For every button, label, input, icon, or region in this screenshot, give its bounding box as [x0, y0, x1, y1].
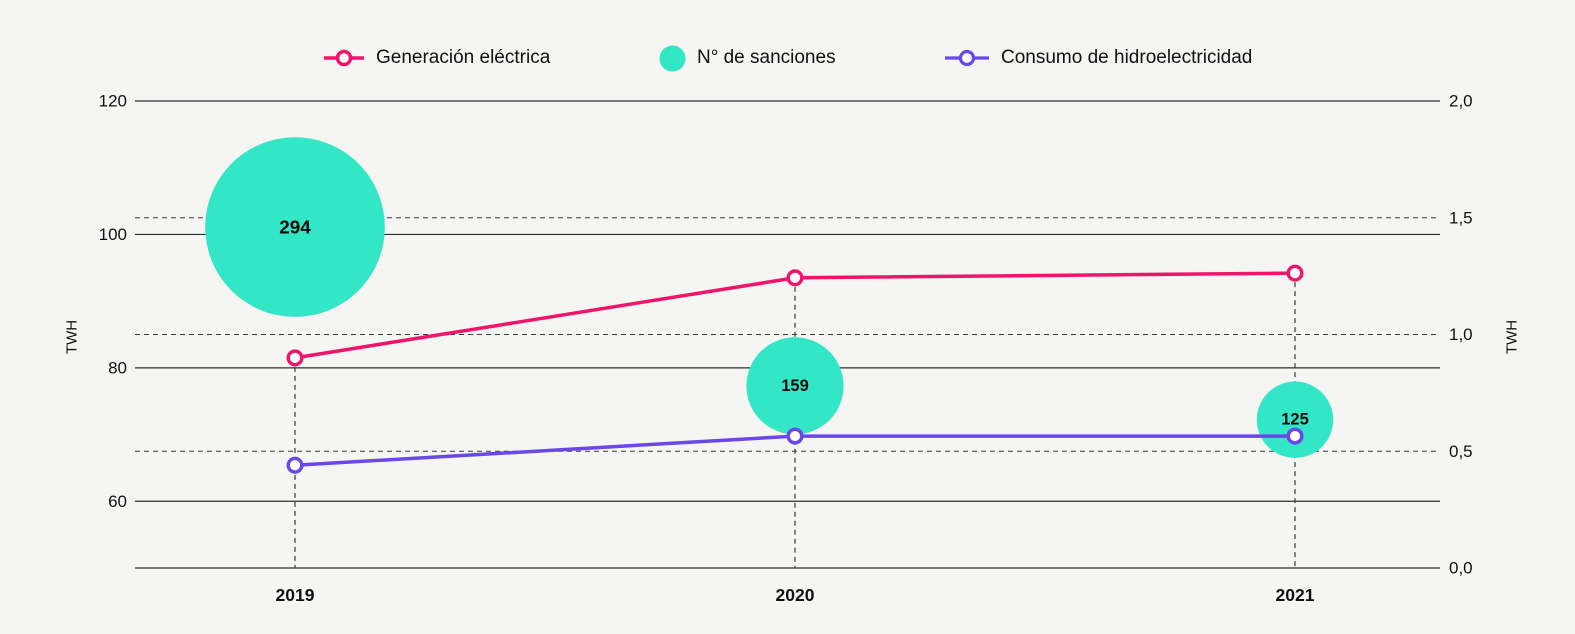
right-axis-tick-label: 1,0: [1449, 325, 1473, 344]
legend-item-generacion-electrica[interactable]: Generación eléctrica: [324, 44, 550, 72]
x-axis-year-label: 2021: [1276, 585, 1315, 605]
series-point-marker[interactable]: [786, 427, 804, 445]
legend-item-sanciones[interactable]: N° de sanciones: [659, 44, 836, 72]
left-axis-tick-label: 60: [108, 492, 127, 511]
legend-label-sanciones: N° de sanciones: [697, 47, 836, 68]
series-point-marker[interactable]: [786, 269, 804, 287]
legend-label-generacion: Generación eléctrica: [376, 47, 551, 68]
bubble-sanciones[interactable]: [746, 337, 844, 435]
right-axis-tick-label: 0,5: [1449, 442, 1473, 461]
left-axis-tick-label: 120: [99, 92, 127, 111]
left-axis-tick-label: 100: [99, 225, 127, 244]
series-point-marker[interactable]: [1286, 427, 1304, 445]
bubble-sanciones[interactable]: [1256, 381, 1334, 458]
bubble-marker-icon: [659, 45, 686, 71]
x-axis-year-label: 2020: [776, 585, 815, 605]
bubble-value-label: 159: [781, 377, 809, 395]
line-marker-icon: [945, 49, 989, 67]
left-axis-title: TWH: [64, 320, 81, 354]
series-point-marker[interactable]: [286, 349, 304, 367]
series-point-marker[interactable]: [286, 456, 304, 474]
right-axis-title: TWH: [1504, 320, 1521, 354]
legend-label-consumo: Consumo de hidroelectricidad: [1001, 47, 1253, 68]
bubble-sanciones[interactable]: [205, 137, 385, 317]
right-axis-tick-label: 2,0: [1449, 92, 1473, 111]
right-axis-tick-label: 0,0: [1449, 559, 1473, 578]
right-axis-tick-label: 1,5: [1449, 208, 1473, 227]
line-marker-icon: [324, 49, 364, 67]
bubble-value-label: 294: [279, 217, 311, 238]
x-axis-year-label: 2019: [276, 585, 315, 605]
left-axis-tick-label: 80: [108, 358, 127, 377]
legend-item-consumo-hidro[interactable]: Consumo de hidroelectricidad: [945, 44, 1252, 72]
series-point-marker[interactable]: [1286, 264, 1304, 282]
bubble-value-label: 125: [1281, 411, 1309, 429]
